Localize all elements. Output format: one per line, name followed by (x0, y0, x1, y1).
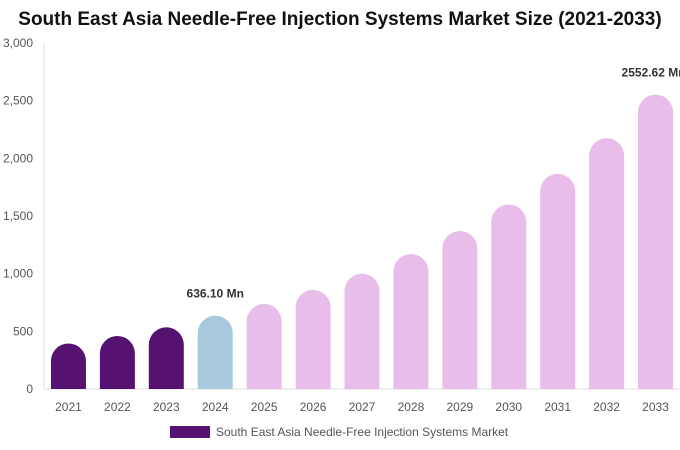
chart-title: South East Asia Needle-Free Injection Sy… (18, 9, 662, 30)
y-tick-label: 2,000 (3, 151, 33, 165)
bar-2031[interactable] (540, 173, 576, 389)
y-tick-label: 2,500 (3, 94, 33, 108)
y-tick-label: 1,000 (3, 267, 33, 281)
y-tick-label: 3,000 (3, 36, 33, 50)
y-tick-label: 0 (26, 382, 33, 396)
legend[interactable]: South East Asia Needle-Free Injection Sy… (170, 425, 508, 439)
x-tick-label: 2033 (642, 400, 669, 414)
bar-2030[interactable] (491, 204, 527, 389)
x-tick-label: 2023 (153, 400, 180, 414)
bar-2027[interactable] (344, 273, 380, 389)
bar-2033[interactable] (638, 94, 674, 389)
bar-2021[interactable] (50, 343, 86, 389)
x-tick-label: 2031 (544, 400, 571, 414)
x-tick-label: 2029 (446, 400, 473, 414)
bar-2032[interactable] (589, 138, 625, 389)
bar-2023[interactable] (148, 327, 184, 389)
x-tick-label: 2030 (495, 400, 522, 414)
x-tick-label: 2021 (55, 400, 82, 414)
x-tick-label: 2028 (398, 400, 425, 414)
data-label-2033: 2552.62 Mn (622, 66, 680, 80)
bar-2022[interactable] (99, 335, 135, 389)
bar-2026[interactable] (295, 289, 331, 389)
x-tick-label: 2024 (202, 400, 229, 414)
data-label-2024: 636.10 Mn (187, 287, 244, 301)
legend-label: South East Asia Needle-Free Injection Sy… (216, 425, 509, 439)
y-tick-label: 500 (13, 324, 33, 338)
bar-2029[interactable] (442, 230, 478, 389)
legend-swatch (170, 426, 210, 438)
x-tick-label: 2022 (104, 400, 131, 414)
x-tick-label: 2026 (300, 400, 327, 414)
bar-2025[interactable] (246, 303, 282, 389)
bar-2024[interactable] (197, 315, 233, 389)
x-tick-label: 2025 (251, 400, 278, 414)
y-tick-label: 1,500 (3, 209, 33, 223)
bar-2028[interactable] (393, 254, 429, 389)
x-tick-label: 2027 (349, 400, 376, 414)
x-tick-label: 2032 (593, 400, 620, 414)
